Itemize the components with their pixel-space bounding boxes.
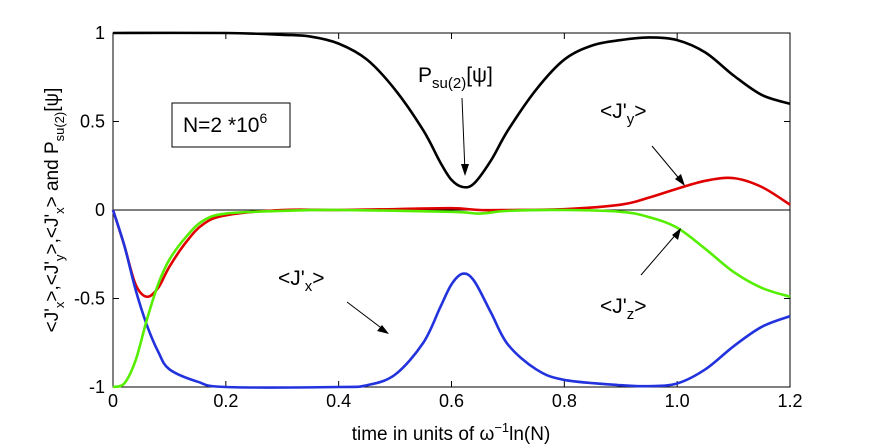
n-box [171,102,291,148]
psu2-arrowhead [461,164,469,176]
series-line-j-x [111,209,791,389]
jx-arrow [346,301,385,331]
y-tick-label: -0.5 [74,289,105,309]
psu2-arrow [461,97,466,173]
jy-arrowhead [675,174,685,186]
series-line-j-z [112,208,791,389]
x-tick-label: 1.2 [777,391,802,411]
y-tick-label: 0 [95,200,105,220]
y-tick-label: -1 [89,377,105,397]
series-line-psu-2 [112,31,791,189]
x-tick-label: 0.8 [552,391,577,411]
x-tick-label: 0.6 [439,391,464,411]
y-axis-label: <J'x>,<J'y>,<J'x> and Psu(2)[ψ] [42,88,67,333]
x-tick-label: 0 [108,391,118,411]
jz-arrow [640,231,679,276]
y-tick-label: 0.5 [80,112,105,132]
x-axis-label: time in units of ω−1ln(N) [352,420,551,445]
x-tick-label: 0.4 [326,391,351,411]
x-tick-label: 1.0 [665,391,690,411]
series-layer [111,31,791,389]
jz-arrowhead [672,228,681,240]
y-ticks: -1 -0.5 0 0.5 1 [74,23,790,397]
n-box-label: N=2 *106 [183,110,267,137]
jy-arrow [651,145,683,183]
x-tick-label: 0.2 [213,391,238,411]
y-tick-label: 1 [95,23,105,43]
jx-arrowhead [377,325,389,334]
